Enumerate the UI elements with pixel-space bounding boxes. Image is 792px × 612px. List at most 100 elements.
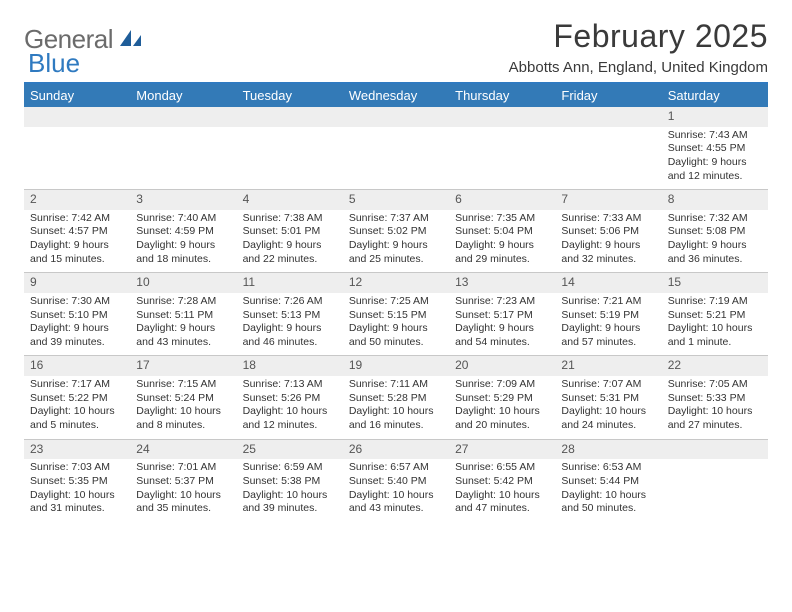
- day-number: 16: [24, 356, 130, 376]
- day-body: Sunrise: 7:15 AMSunset: 5:24 PMDaylight:…: [130, 378, 236, 433]
- daylight-text: Daylight: 10 hours and 24 minutes.: [561, 405, 655, 432]
- daylight-text: Daylight: 10 hours and 50 minutes.: [561, 489, 655, 516]
- day-cell: [449, 107, 555, 189]
- sunset-text: Sunset: 4:59 PM: [136, 225, 230, 239]
- daylight-text: Daylight: 9 hours and 12 minutes.: [668, 156, 762, 183]
- daylight-text: Daylight: 9 hours and 25 minutes.: [349, 239, 443, 266]
- day-cell: 23Sunrise: 7:03 AMSunset: 5:35 PMDayligh…: [24, 440, 130, 522]
- daylight-text: Daylight: 10 hours and 35 minutes.: [136, 489, 230, 516]
- day-number: 14: [555, 273, 661, 293]
- day-number: 21: [555, 356, 661, 376]
- page-header: General February 2025: [0, 0, 792, 59]
- day-cell: 7Sunrise: 7:33 AMSunset: 5:06 PMDaylight…: [555, 190, 661, 272]
- sunrise-text: Sunrise: 7:19 AM: [668, 295, 762, 309]
- day-body: Sunrise: 6:55 AMSunset: 5:42 PMDaylight:…: [449, 461, 555, 516]
- daylight-text: Daylight: 10 hours and 16 minutes.: [349, 405, 443, 432]
- day-cell: 3Sunrise: 7:40 AMSunset: 4:59 PMDaylight…: [130, 190, 236, 272]
- day-number: 5: [343, 190, 449, 210]
- day-body: Sunrise: 7:23 AMSunset: 5:17 PMDaylight:…: [449, 295, 555, 350]
- daylight-text: Daylight: 10 hours and 43 minutes.: [349, 489, 443, 516]
- daylight-text: Daylight: 9 hours and 46 minutes.: [243, 322, 337, 349]
- sunrise-text: Sunrise: 7:40 AM: [136, 212, 230, 226]
- sunrise-text: Sunrise: 6:57 AM: [349, 461, 443, 475]
- daylight-text: Daylight: 10 hours and 1 minute.: [668, 322, 762, 349]
- sunset-text: Sunset: 5:35 PM: [30, 475, 124, 489]
- page-title: February 2025: [553, 18, 768, 55]
- day-body: Sunrise: 7:13 AMSunset: 5:26 PMDaylight:…: [237, 378, 343, 433]
- weekday-thursday: Thursday: [449, 84, 555, 107]
- day-number: 15: [662, 273, 768, 293]
- day-body: Sunrise: 7:37 AMSunset: 5:02 PMDaylight:…: [343, 212, 449, 267]
- day-body: Sunrise: 7:35 AMSunset: 5:04 PMDaylight:…: [449, 212, 555, 267]
- daylight-text: Daylight: 10 hours and 31 minutes.: [30, 489, 124, 516]
- day-number: 7: [555, 190, 661, 210]
- week-row: 23Sunrise: 7:03 AMSunset: 5:35 PMDayligh…: [24, 439, 768, 522]
- daylight-text: Daylight: 10 hours and 12 minutes.: [243, 405, 337, 432]
- daylight-text: Daylight: 9 hours and 57 minutes.: [561, 322, 655, 349]
- day-number: 6: [449, 190, 555, 210]
- sunset-text: Sunset: 5:28 PM: [349, 392, 443, 406]
- daylight-text: Daylight: 9 hours and 39 minutes.: [30, 322, 124, 349]
- day-body: Sunrise: 7:19 AMSunset: 5:21 PMDaylight:…: [662, 295, 768, 350]
- day-cell: 2Sunrise: 7:42 AMSunset: 4:57 PMDaylight…: [24, 190, 130, 272]
- sunrise-text: Sunrise: 7:42 AM: [30, 212, 124, 226]
- daylight-text: Daylight: 10 hours and 47 minutes.: [455, 489, 549, 516]
- sunset-text: Sunset: 4:55 PM: [668, 142, 762, 156]
- day-cell: 18Sunrise: 7:13 AMSunset: 5:26 PMDayligh…: [237, 356, 343, 438]
- sunrise-text: Sunrise: 7:13 AM: [243, 378, 337, 392]
- day-body: Sunrise: 7:17 AMSunset: 5:22 PMDaylight:…: [24, 378, 130, 433]
- day-cell: [343, 107, 449, 189]
- day-cell: 26Sunrise: 6:57 AMSunset: 5:40 PMDayligh…: [343, 440, 449, 522]
- day-number: 20: [449, 356, 555, 376]
- sunset-text: Sunset: 5:19 PM: [561, 309, 655, 323]
- daylight-text: Daylight: 9 hours and 36 minutes.: [668, 239, 762, 266]
- weeks-container: 1Sunrise: 7:43 AMSunset: 4:55 PMDaylight…: [24, 107, 768, 522]
- day-number: 12: [343, 273, 449, 293]
- title-block: February 2025: [553, 18, 768, 55]
- sunrise-text: Sunrise: 6:53 AM: [561, 461, 655, 475]
- day-body: Sunrise: 7:43 AMSunset: 4:55 PMDaylight:…: [662, 129, 768, 184]
- day-body: Sunrise: 7:25 AMSunset: 5:15 PMDaylight:…: [343, 295, 449, 350]
- day-number: 1: [662, 107, 768, 127]
- sunset-text: Sunset: 5:17 PM: [455, 309, 549, 323]
- day-cell: 8Sunrise: 7:32 AMSunset: 5:08 PMDaylight…: [662, 190, 768, 272]
- day-cell: [237, 107, 343, 189]
- brand-text-blue: Blue: [28, 48, 80, 78]
- day-cell: 14Sunrise: 7:21 AMSunset: 5:19 PMDayligh…: [555, 273, 661, 355]
- weekday-saturday: Saturday: [662, 84, 768, 107]
- sunset-text: Sunset: 5:04 PM: [455, 225, 549, 239]
- day-number: [237, 107, 343, 127]
- day-number: 18: [237, 356, 343, 376]
- day-body: Sunrise: 7:11 AMSunset: 5:28 PMDaylight:…: [343, 378, 449, 433]
- daylight-text: Daylight: 9 hours and 15 minutes.: [30, 239, 124, 266]
- calendar: Sunday Monday Tuesday Wednesday Thursday…: [24, 84, 768, 522]
- day-body: Sunrise: 6:53 AMSunset: 5:44 PMDaylight:…: [555, 461, 661, 516]
- day-number: [343, 107, 449, 127]
- week-row: 1Sunrise: 7:43 AMSunset: 4:55 PMDaylight…: [24, 107, 768, 189]
- sunrise-text: Sunrise: 7:23 AM: [455, 295, 549, 309]
- daylight-text: Daylight: 9 hours and 43 minutes.: [136, 322, 230, 349]
- sunrise-text: Sunrise: 7:43 AM: [668, 129, 762, 143]
- day-cell: 13Sunrise: 7:23 AMSunset: 5:17 PMDayligh…: [449, 273, 555, 355]
- weekday-header: Sunday Monday Tuesday Wednesday Thursday…: [24, 84, 768, 107]
- day-cell: 19Sunrise: 7:11 AMSunset: 5:28 PMDayligh…: [343, 356, 449, 438]
- sunrise-text: Sunrise: 6:55 AM: [455, 461, 549, 475]
- sunrise-text: Sunrise: 7:05 AM: [668, 378, 762, 392]
- sunrise-text: Sunrise: 7:01 AM: [136, 461, 230, 475]
- week-row: 16Sunrise: 7:17 AMSunset: 5:22 PMDayligh…: [24, 355, 768, 438]
- sunrise-text: Sunrise: 7:30 AM: [30, 295, 124, 309]
- sunrise-text: Sunrise: 7:17 AM: [30, 378, 124, 392]
- day-number: 24: [130, 440, 236, 460]
- day-cell: 10Sunrise: 7:28 AMSunset: 5:11 PMDayligh…: [130, 273, 236, 355]
- sunset-text: Sunset: 5:38 PM: [243, 475, 337, 489]
- day-cell: 9Sunrise: 7:30 AMSunset: 5:10 PMDaylight…: [24, 273, 130, 355]
- day-cell: 6Sunrise: 7:35 AMSunset: 5:04 PMDaylight…: [449, 190, 555, 272]
- sunset-text: Sunset: 5:37 PM: [136, 475, 230, 489]
- day-cell: 28Sunrise: 6:53 AMSunset: 5:44 PMDayligh…: [555, 440, 661, 522]
- daylight-text: Daylight: 9 hours and 50 minutes.: [349, 322, 443, 349]
- sunrise-text: Sunrise: 7:07 AM: [561, 378, 655, 392]
- sunset-text: Sunset: 5:08 PM: [668, 225, 762, 239]
- day-number: 23: [24, 440, 130, 460]
- sunset-text: Sunset: 5:01 PM: [243, 225, 337, 239]
- sunrise-text: Sunrise: 7:09 AM: [455, 378, 549, 392]
